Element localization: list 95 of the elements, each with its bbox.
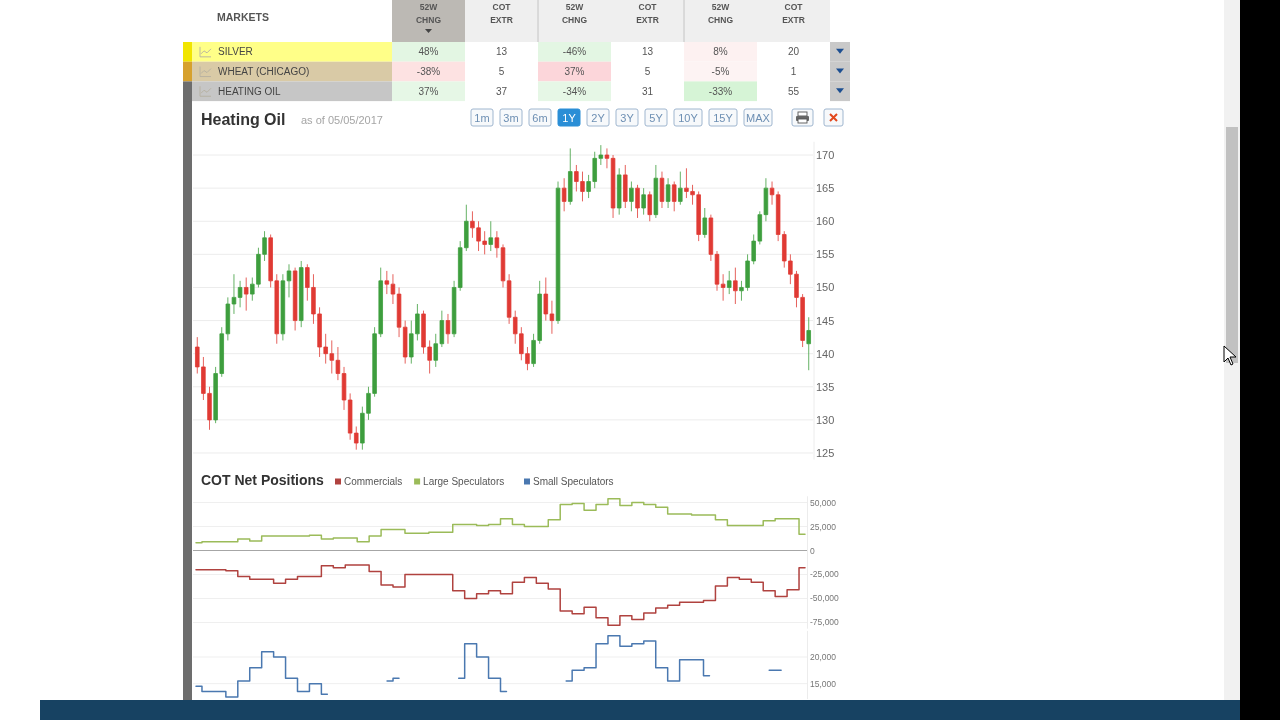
candlestick: [292, 267, 298, 331]
category-label: SILVER: [218, 46, 253, 58]
text: 55: [787, 85, 800, 97]
candlestick: [568, 148, 573, 206]
candlestick: [702, 207, 708, 239]
candlestick: [727, 270, 732, 295]
candlestick: [610, 154, 616, 219]
y-tick-label: -25,000: [810, 569, 840, 580]
candlestick: [635, 184, 640, 219]
range-button: 3Y: [615, 108, 639, 127]
text: 5: [498, 66, 505, 78]
candlestick: [494, 230, 500, 259]
candlestick: [714, 250, 720, 292]
candlestick: [678, 171, 683, 206]
y-tick-label: 140: [816, 347, 835, 360]
text: 8%: [713, 46, 728, 58]
text: 37%: [418, 85, 439, 97]
candlestick: [659, 171, 665, 209]
text: 37%: [564, 66, 585, 78]
candlestick: [561, 177, 567, 212]
text: 5: [644, 66, 651, 78]
candlestick: [500, 244, 506, 288]
range-button: 1Y: [557, 108, 581, 127]
candlestick: [298, 260, 304, 328]
text: 48%: [418, 46, 439, 58]
text: 13: [641, 46, 654, 58]
y-tick-label: 165: [816, 182, 835, 195]
candlestick: [445, 313, 451, 345]
range-button: 15Y: [708, 108, 738, 127]
candlestick: [708, 214, 714, 262]
text: 31: [641, 85, 654, 97]
y-tick-label: 160: [816, 215, 835, 228]
category-label: COT EXTR: [490, 2, 513, 25]
category-label: COT EXTR: [782, 2, 805, 25]
range-button: 2Y: [586, 108, 610, 127]
y-tick-label: 25,000: [810, 521, 837, 532]
category-label: 52W CHNG: [415, 2, 442, 25]
candlestick: [629, 181, 634, 212]
range-button: 1m: [470, 108, 494, 127]
range-button: 5Y: [644, 108, 668, 127]
candlestick: [653, 164, 659, 219]
range-button: 6m: [528, 108, 552, 127]
category-label: COT EXTR: [636, 2, 659, 25]
chart-subtitle: as of 05/05/2017: [301, 114, 383, 126]
text: 1: [790, 66, 797, 78]
candlestick: [237, 280, 243, 308]
y-tick-label: 145: [816, 314, 835, 327]
text: -33%: [708, 85, 733, 97]
y-tick-label: 125: [816, 446, 835, 459]
category-label: 52W CHNG: [707, 2, 734, 25]
y-tick-label: 150: [816, 281, 835, 294]
chart-title: Heating Oil: [201, 110, 286, 128]
y-tick-label: 50,000: [810, 497, 837, 508]
candlestick: [286, 263, 292, 298]
y-tick-label: 130: [816, 413, 835, 426]
text: -46%: [562, 46, 587, 58]
candlestick: [616, 167, 622, 216]
candlestick: [488, 220, 494, 252]
candlestick: [806, 316, 811, 371]
y-tick-label: 135: [816, 380, 835, 393]
text: 13: [495, 46, 508, 58]
y-tick-label: -75,000: [810, 617, 840, 628]
y-tick-label: 20,000: [810, 652, 837, 663]
candlestick: [280, 273, 286, 341]
y-tick-label: 0: [810, 545, 815, 556]
category-label: 52W CHNG: [561, 2, 588, 25]
chart-title: COT Net Positions: [201, 472, 325, 488]
text: 20: [787, 46, 800, 58]
legend-label: Small Speculators: [533, 476, 614, 487]
y-tick-label: -50,000: [810, 593, 840, 604]
range-button: 10Y: [673, 108, 703, 127]
text: -38%: [416, 66, 441, 78]
candlestick: [647, 191, 652, 222]
y-tick-label: 155: [816, 248, 835, 261]
candlestick: [671, 181, 677, 212]
category-label: WHEAT (CHICAGO): [218, 66, 310, 78]
text: 37: [495, 85, 508, 97]
legend-label: Commercials: [344, 476, 403, 487]
candlestick: [720, 273, 726, 302]
candlestick: [555, 181, 561, 325]
legend-label: Large Speculators: [423, 476, 505, 487]
range-button: 3m: [499, 108, 523, 127]
candlestick: [604, 148, 610, 169]
text: -34%: [562, 85, 587, 97]
candlestick: [665, 177, 671, 209]
candlestick: [733, 267, 738, 305]
candlestick: [243, 277, 249, 312]
range-button: MAX: [743, 108, 773, 127]
text: MARKETS: [217, 11, 269, 23]
category-label: HEATING OIL: [218, 85, 281, 97]
text: -5%: [711, 66, 730, 78]
y-tick-label: 170: [816, 149, 835, 162]
candlestick: [641, 187, 646, 216]
candlestick: [623, 164, 628, 209]
y-tick-label: 15,000: [810, 678, 837, 689]
